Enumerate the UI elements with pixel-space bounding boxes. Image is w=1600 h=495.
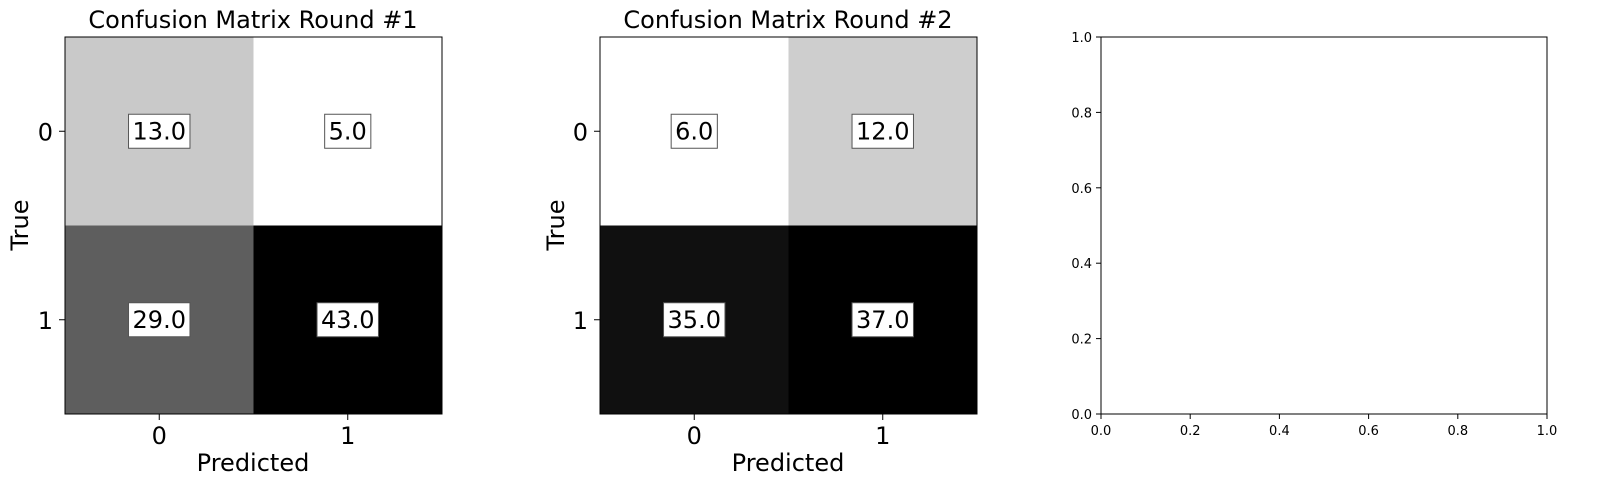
y-tick-label: 0	[38, 118, 53, 146]
x-tick-label: 0.2	[1180, 424, 1201, 439]
cell-labels: 6.0 12.0 35.0 37.0	[663, 113, 914, 338]
y-axis-label: True	[6, 200, 34, 252]
cell-value-box	[324, 113, 372, 149]
cell-value: 35.0	[668, 306, 721, 334]
y-tick-label: 0.2	[1071, 333, 1092, 348]
x-tick-label: 0	[152, 422, 167, 450]
cell-value-label: 13.0	[128, 113, 191, 149]
x-tick-label: 1	[340, 422, 355, 450]
chart-title: Confusion Matrix Round #1	[88, 6, 417, 34]
y-ticks: 01	[573, 118, 600, 335]
plot-frame	[599, 36, 978, 415]
cell-value-label: 12.0	[851, 113, 914, 149]
cell-value: 13.0	[133, 117, 186, 145]
y-axis-label: True	[542, 200, 570, 252]
y-tick-label: 0	[573, 118, 588, 146]
cell-value-label: 43.0	[316, 302, 379, 338]
cell-value: 6.0	[675, 117, 713, 145]
x-tick-label: 0.0	[1091, 424, 1112, 439]
confusion-matrix-round-2: Confusion Matrix Round #2 6.0 12.0 35.0 37.…	[542, 6, 978, 477]
x-tick-label: 0	[687, 422, 702, 450]
plot-frame	[1100, 36, 1548, 415]
y-ticks: 0.0 0.2 0.4 0.6 0.8 1.0	[1071, 31, 1101, 423]
confusion-matrix-round-1: Confusion Matrix Round #1 13.0 5.0 29.0 43.…	[6, 6, 443, 477]
cell-value: 43.0	[321, 306, 374, 334]
matrix-cells	[600, 37, 977, 414]
cell-value: 5.0	[329, 117, 367, 145]
cell-value-box	[663, 302, 726, 338]
cell-value-label: 5.0	[324, 113, 372, 149]
cell-value-label: 6.0	[670, 113, 718, 149]
y-tick-label: 0.4	[1071, 257, 1092, 272]
cell-value: 29.0	[133, 306, 186, 334]
y-tick-label: 0.0	[1071, 408, 1092, 423]
x-tick-label: 0.4	[1269, 424, 1290, 439]
cell-value: 37.0	[856, 306, 909, 334]
cell-value-box	[670, 113, 718, 149]
chart-title: Confusion Matrix Round #2	[623, 6, 952, 34]
y-tick-label: 1.0	[1071, 31, 1092, 46]
cell-value-label: 37.0	[851, 302, 914, 338]
x-axis-label: Predicted	[732, 449, 845, 477]
cell-value-box	[128, 302, 191, 338]
cell-value-box	[851, 302, 914, 338]
y-ticks: 01	[38, 118, 65, 335]
cell-value-box	[128, 113, 191, 149]
x-tick-label: 0.8	[1447, 424, 1468, 439]
y-tick-label: 0.8	[1071, 106, 1092, 121]
plot-frame	[64, 36, 443, 415]
x-axis-label: Predicted	[197, 449, 310, 477]
x-tick-label: 1	[875, 422, 890, 450]
y-tick-label: 1	[573, 307, 588, 335]
cell-labels: 13.0 5.0 29.0 43.0	[128, 113, 379, 338]
x-tick-label: 1.0	[1537, 424, 1558, 439]
cell-value-label: 35.0	[663, 302, 726, 338]
y-tick-label: 0.6	[1071, 182, 1092, 197]
cell-value-label: 29.0	[128, 302, 191, 338]
y-tick-label: 1	[38, 307, 53, 335]
matrix-cells	[65, 37, 442, 414]
empty-axes: 0.0 0.2 0.4 0.6 0.8 1.0 0.0 0.2 0.4 0.6 0.8 1.0	[1071, 31, 1557, 439]
cell-value-box	[316, 302, 379, 338]
cell-value: 12.0	[856, 117, 909, 145]
cell-value-box	[851, 113, 914, 149]
x-tick-label: 0.6	[1358, 424, 1379, 439]
x-ticks: 0.0 0.2 0.4 0.6 0.8 1.0	[1091, 414, 1558, 439]
